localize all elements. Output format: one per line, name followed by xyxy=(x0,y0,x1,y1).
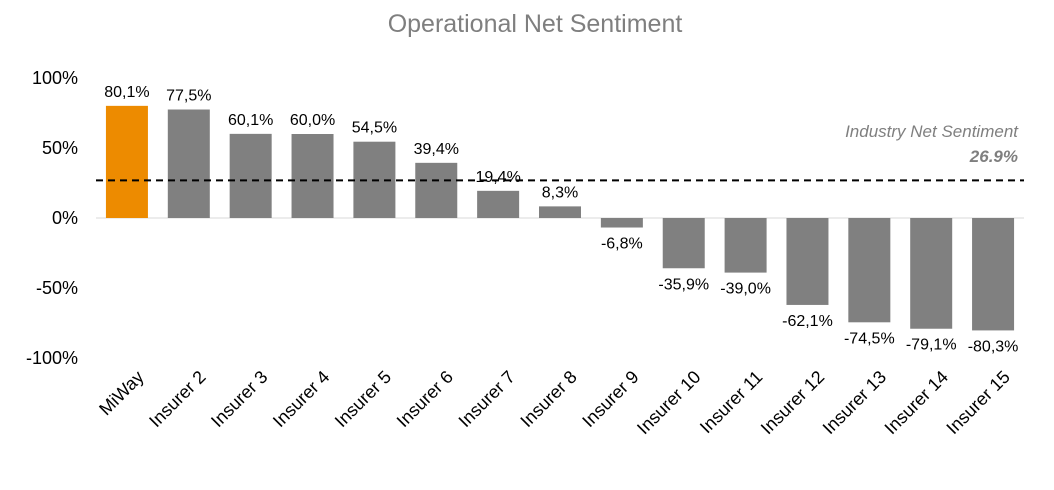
bar xyxy=(786,218,829,305)
data-label: 80,1% xyxy=(104,84,149,101)
data-label: 19,4% xyxy=(475,169,520,186)
bar xyxy=(724,218,767,273)
bar xyxy=(910,218,953,329)
data-label: -39,0% xyxy=(720,281,771,298)
data-label: 60,0% xyxy=(290,112,335,129)
data-labels-group: 80,1% 77,5% 60,1% 60,0% 54,5% 39,4% 19,4% 8,3% -… xyxy=(104,84,1018,356)
x-tick-label: Insurer 3 xyxy=(207,367,271,431)
x-tick-label: Insurer 4 xyxy=(269,367,333,431)
bar xyxy=(539,206,581,218)
x-tick-label: Insurer 5 xyxy=(331,367,395,431)
data-label: -62,1% xyxy=(782,313,833,330)
data-label: 54,5% xyxy=(352,120,397,137)
reference-line-value: 26.9% xyxy=(969,147,1018,166)
x-tick-label: MiWay xyxy=(95,367,148,420)
bar xyxy=(972,218,1015,331)
data-label: -6,8% xyxy=(601,236,643,253)
bar xyxy=(477,190,520,218)
data-label: -74,5% xyxy=(844,330,895,347)
x-tick-label: Insurer 6 xyxy=(393,367,457,431)
bar xyxy=(167,109,210,218)
bar xyxy=(105,105,148,218)
reference-line-label: Industry Net Sentiment xyxy=(845,122,1019,141)
data-label: -35,9% xyxy=(658,276,709,293)
y-tick-label: -100% xyxy=(26,348,78,368)
bar xyxy=(229,133,272,218)
x-tick-label: Insurer 7 xyxy=(455,367,519,431)
x-tick-label: Insurer 11 xyxy=(696,367,767,438)
bar xyxy=(291,134,334,218)
x-tick-label: Insurer 12 xyxy=(757,367,828,438)
data-label: -80,3% xyxy=(968,338,1019,355)
x-tick-label: Insurer 2 xyxy=(145,367,209,431)
y-tick-label: 100% xyxy=(32,68,78,88)
data-label: 60,1% xyxy=(228,112,273,129)
x-tick-label: Insurer 8 xyxy=(516,367,580,431)
y-axis: 100% 50% 0% -50% -100% xyxy=(26,68,78,368)
data-label: 8,3% xyxy=(542,184,578,201)
bar xyxy=(662,218,705,269)
x-tick-label: Insurer 10 xyxy=(633,367,704,438)
y-tick-label: -50% xyxy=(36,278,78,298)
data-label: 77,5% xyxy=(166,88,211,105)
y-tick-label: 50% xyxy=(42,138,78,158)
x-tick-label: Insurer 9 xyxy=(578,367,642,431)
data-label: -79,1% xyxy=(906,337,957,354)
x-tick-label: Insurer 13 xyxy=(819,367,890,438)
x-tick-label: Insurer 14 xyxy=(881,367,952,438)
chart-title: Operational Net Sentiment xyxy=(388,10,683,38)
bar xyxy=(848,218,891,323)
y-tick-label: 0% xyxy=(52,208,78,228)
bar xyxy=(600,218,643,228)
bar xyxy=(415,162,458,218)
data-label: 39,4% xyxy=(414,141,459,158)
x-tick-label: Insurer 15 xyxy=(942,367,1013,438)
